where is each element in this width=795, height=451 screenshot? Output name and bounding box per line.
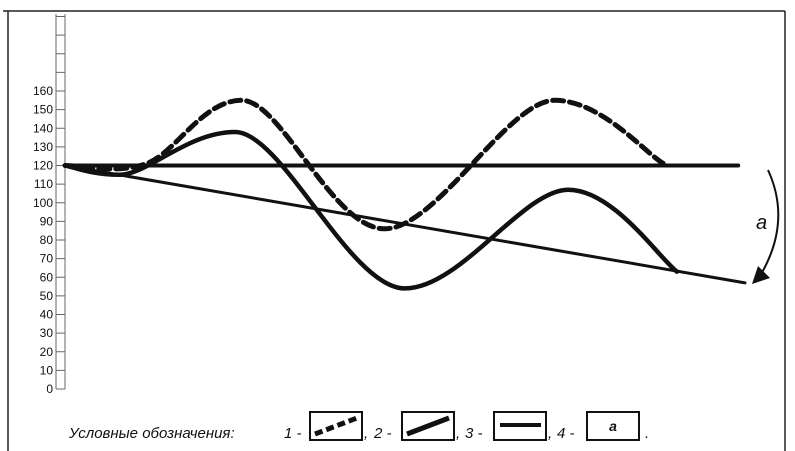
legend-item-2-number: 2 - — [373, 425, 392, 442]
angle-arc — [759, 169, 780, 277]
series-line-dashed — [62, 97, 666, 232]
angle-annotation: a — [752, 169, 780, 284]
legend-title: Условные обозначения: — [68, 425, 235, 442]
y-tick-label-30: 30 — [40, 326, 54, 340]
legend-item-3-separator: , — [548, 425, 552, 442]
y-tick-label-150: 150 — [33, 103, 53, 117]
legend-key-4-label: a — [609, 418, 617, 434]
legend-item-4-number: 4 - — [557, 425, 575, 442]
legend: Условные обозначения: 1 - , 2 - , 3 - , … — [68, 411, 649, 442]
y-tick-label-10: 10 — [40, 363, 54, 377]
y-tick-label-90: 90 — [40, 214, 54, 228]
legend-item-1-separator: , — [364, 425, 368, 442]
y-tick-label-100: 100 — [33, 196, 53, 210]
y-tick-label-50: 50 — [40, 289, 54, 303]
legend-item-4-separator: . — [645, 425, 649, 442]
angle-label: a — [756, 212, 767, 234]
y-tick-label-20: 20 — [40, 345, 54, 359]
y-tick-label-140: 140 — [33, 121, 53, 135]
series-line-solid-thin — [63, 164, 747, 285]
series-line-solid-wavy — [62, 129, 680, 291]
series-layer — [62, 97, 747, 291]
y-tick-label-80: 80 — [40, 233, 54, 247]
legend-key-2-sloped-line — [406, 415, 450, 437]
y-tick-label-70: 70 — [40, 252, 54, 266]
legend-item-3-number: 3 - — [465, 425, 483, 442]
y-tick-label-40: 40 — [40, 308, 54, 322]
y-axis-ruler — [55, 14, 66, 390]
legend-key-1-box — [309, 411, 363, 441]
y-tick-label-0: 0 — [46, 382, 53, 396]
y-tick-label-110: 110 — [34, 177, 53, 191]
y-tick-label-130: 130 — [33, 140, 53, 154]
y-axis-tick-labels: 0 10 20 30 40 50 60 70 80 90 100 110 120 130 140 150 160 — [33, 84, 53, 396]
y-tick-label-120: 120 — [33, 159, 53, 173]
y-tick-label-60: 60 — [40, 270, 54, 284]
legend-key-2-box — [401, 411, 455, 441]
angle-arrowhead — [752, 266, 770, 284]
legend-key-1-dashed-line — [314, 415, 358, 437]
y-tick-label-160: 160 — [33, 84, 53, 98]
legend-item-1-number: 1 - — [284, 425, 302, 442]
legend-key-4-box — [586, 411, 640, 441]
legend-item-2-separator: , — [456, 425, 460, 442]
